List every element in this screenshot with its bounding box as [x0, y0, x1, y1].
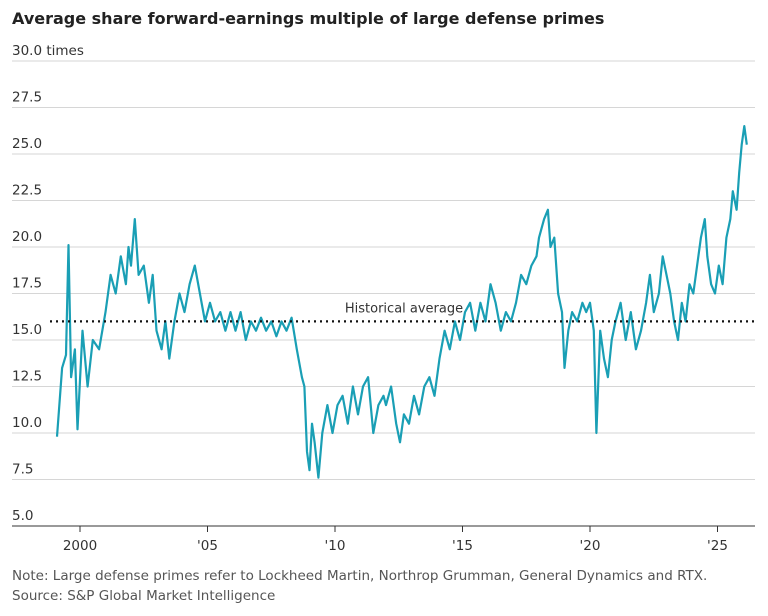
y-tick-label: 20.0: [12, 229, 42, 245]
y-tick-label: 5.0: [12, 508, 33, 524]
x-tick-label: '10: [325, 538, 346, 554]
y-tick-label: 17.5: [12, 276, 42, 292]
y-tick-label: 7.5: [12, 462, 33, 478]
y-tick-label: 15.0: [12, 322, 42, 338]
y-tick-label: 22.5: [12, 183, 42, 199]
y-tick-label: 12.5: [12, 369, 42, 385]
line: [55, 125, 748, 479]
x-tick-label: '05: [197, 538, 218, 554]
reference-label: Historical average: [345, 301, 463, 316]
source: Source: S&P Global Market Intelligence: [12, 588, 275, 604]
y-tick-label: 10.0: [12, 415, 42, 431]
x-tick-label: '20: [580, 538, 601, 554]
chart-title: Average share forward-earnings multiple …: [12, 9, 604, 28]
y-tick-label: 27.5: [12, 90, 42, 106]
note: Note: Large defense primes refer to Lock…: [12, 568, 707, 584]
y-tick-label: 30.0 times: [12, 43, 84, 59]
x-tick-label: '15: [452, 538, 473, 554]
x-tick-label: 2000: [63, 538, 97, 554]
y-tick-label: 25.0: [12, 136, 42, 152]
x-tick-label: '25: [707, 538, 728, 554]
